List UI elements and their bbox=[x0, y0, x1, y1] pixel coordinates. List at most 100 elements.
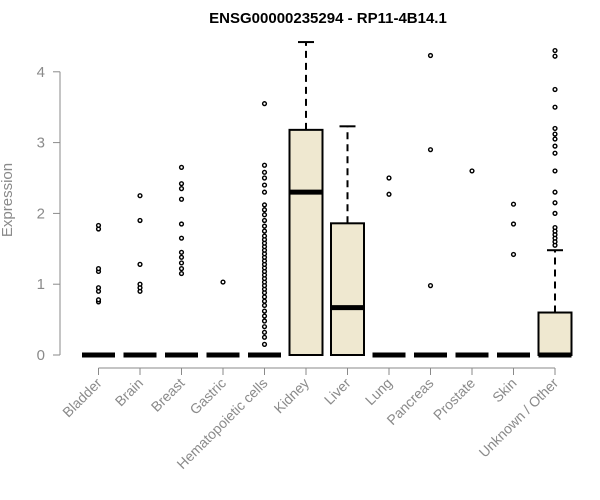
outlier-point bbox=[552, 143, 558, 149]
outlier-point bbox=[552, 150, 558, 156]
outlier-point bbox=[552, 224, 558, 231]
y-tick-label: 4 bbox=[37, 64, 45, 81]
outlier-point bbox=[427, 283, 434, 289]
x-tick-label: Lung bbox=[362, 375, 395, 408]
outlier-point bbox=[552, 86, 558, 93]
y-tick-label: 2 bbox=[37, 205, 45, 222]
outlier-point bbox=[178, 254, 185, 260]
outlier-point bbox=[552, 168, 558, 174]
outlier-point bbox=[261, 169, 268, 175]
outlier-point bbox=[427, 147, 434, 153]
outlier-point bbox=[552, 53, 558, 59]
outlier-point bbox=[95, 285, 102, 291]
box-rect bbox=[330, 222, 365, 356]
outlier-point bbox=[552, 47, 558, 54]
outlier-point bbox=[510, 201, 517, 207]
outlier-point bbox=[261, 212, 268, 218]
box-group bbox=[288, 41, 324, 356]
outlier-point bbox=[261, 308, 268, 314]
x-tick-label: Prostate bbox=[430, 375, 478, 423]
outlier-point bbox=[261, 329, 268, 335]
box-group bbox=[497, 201, 530, 358]
outlier-point bbox=[137, 193, 143, 199]
outlier-point bbox=[261, 162, 268, 168]
box-group bbox=[330, 125, 365, 356]
boxes bbox=[82, 41, 573, 358]
x-tick-label: Liver bbox=[321, 375, 354, 408]
outlier-point bbox=[95, 297, 102, 303]
outlier-point bbox=[261, 233, 268, 239]
outlier-point bbox=[261, 294, 268, 300]
outlier-point bbox=[178, 260, 185, 266]
outlier-point bbox=[137, 217, 143, 224]
outlier-point bbox=[261, 298, 268, 304]
outlier-point bbox=[261, 334, 268, 340]
outlier-point bbox=[261, 182, 268, 188]
outlier-point bbox=[220, 279, 226, 285]
outlier-point bbox=[261, 101, 268, 107]
x-tick-label: Kidney bbox=[271, 375, 313, 417]
outlier-point bbox=[95, 222, 102, 229]
box-rect bbox=[537, 311, 573, 356]
outlier-point bbox=[261, 341, 268, 347]
outlier-point bbox=[552, 125, 558, 132]
box-group bbox=[82, 222, 115, 358]
chart-title: ENSG00000235294 - RP11-4B14.1 bbox=[209, 10, 447, 27]
y-tick-label: 0 bbox=[37, 347, 45, 364]
outlier-point bbox=[261, 223, 268, 229]
outlier-point bbox=[95, 266, 102, 272]
outlier-point bbox=[261, 207, 268, 213]
outlier-point bbox=[427, 52, 434, 59]
outlier-point bbox=[261, 202, 268, 208]
outlier-point bbox=[261, 217, 268, 224]
box-group bbox=[372, 175, 406, 358]
outlier-point bbox=[552, 210, 558, 216]
outlier-point bbox=[178, 235, 185, 241]
outlier-point bbox=[261, 313, 268, 319]
outlier-point bbox=[552, 189, 558, 195]
box-group bbox=[455, 168, 489, 358]
y-axis-label: Expression bbox=[0, 163, 16, 237]
y-axis: 0 1 2 3 4 bbox=[37, 64, 61, 364]
outlier-point bbox=[552, 131, 558, 137]
box-group bbox=[537, 47, 573, 358]
outlier-point bbox=[469, 168, 475, 174]
x-tick-label: Bladder bbox=[59, 375, 105, 421]
outlier-point bbox=[178, 196, 185, 202]
outlier-point bbox=[510, 221, 517, 227]
outlier-point bbox=[552, 200, 558, 206]
outlier-point bbox=[178, 186, 185, 192]
outlier-point bbox=[261, 228, 268, 234]
outlier-point bbox=[552, 104, 558, 110]
outlier-point bbox=[386, 191, 392, 197]
outlier-point bbox=[178, 221, 185, 227]
y-tick-label: 1 bbox=[37, 276, 45, 293]
box-group bbox=[414, 52, 447, 358]
outlier-point bbox=[510, 251, 517, 258]
outlier-point bbox=[261, 318, 268, 324]
outlier-point bbox=[386, 175, 392, 181]
box-group bbox=[165, 164, 198, 358]
x-tick-label: Skin bbox=[489, 375, 520, 406]
outlier-point bbox=[261, 175, 268, 181]
outlier-point bbox=[137, 281, 143, 287]
x-tick-label: Unknown / Other bbox=[476, 375, 562, 461]
box-rect bbox=[288, 128, 324, 356]
outlier-point bbox=[552, 136, 558, 142]
x-tick-label: Brain bbox=[112, 375, 146, 409]
outlier-point bbox=[261, 189, 268, 195]
outlier-point bbox=[178, 164, 185, 170]
box-group bbox=[123, 193, 157, 358]
outlier-point bbox=[137, 261, 143, 267]
outlier-point bbox=[178, 249, 185, 255]
outlier-point bbox=[261, 302, 268, 309]
box-group bbox=[206, 279, 240, 358]
outlier-point bbox=[178, 270, 185, 277]
x-tick-label: Breast bbox=[148, 375, 188, 415]
outlier-point bbox=[178, 181, 185, 187]
outlier-point bbox=[261, 324, 268, 330]
box-group bbox=[248, 101, 281, 358]
y-tick-label: 3 bbox=[37, 135, 45, 152]
